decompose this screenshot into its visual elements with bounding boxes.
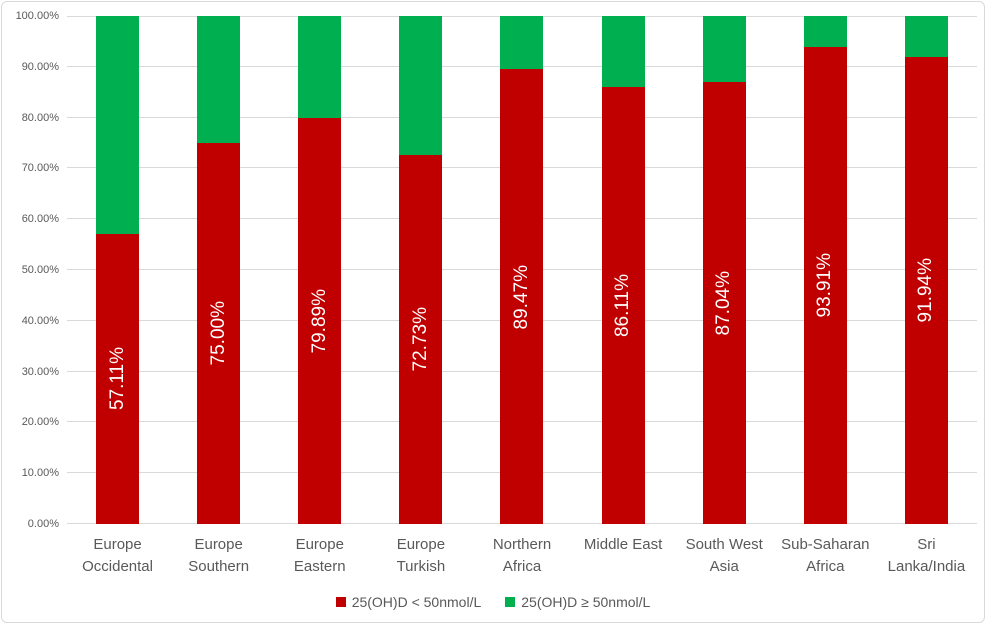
bar-slot: 87.04%: [674, 16, 775, 524]
y-axis-tick-label: 100.00%: [15, 10, 59, 22]
x-axis-category-label: Northern Africa: [492, 536, 552, 575]
y-axis-tick-label: 60.00%: [21, 213, 59, 226]
bar-data-label: 79.89%: [308, 288, 330, 354]
x-axis-category-label: Europe Occidental: [82, 536, 153, 575]
legend-label: 25(OH)D ≥ 50nmol/L: [521, 594, 651, 610]
stacked-bar-8: 91.94%: [904, 16, 948, 524]
y-axis-tick-label: 0.00%: [27, 518, 59, 530]
stacked-bar-4: 89.47%: [500, 16, 544, 524]
legend-swatch-icon: [335, 597, 346, 607]
y-axis-tick-label: 90.00%: [21, 60, 59, 73]
bar-slot: 72.73%: [370, 16, 471, 524]
legend-swatch-icon: [505, 597, 516, 607]
segment-above-50nmol: [197, 16, 241, 143]
stacked-bar-6: 87.04%: [702, 16, 746, 524]
y-axis-tick-label: 20.00%: [21, 416, 59, 429]
legend-label: 25(OH)D < 50nmol/L: [351, 594, 482, 610]
segment-below-50nmol: 86.11%: [601, 86, 645, 524]
y-axis-tick-label: 80.00%: [21, 111, 59, 124]
x-axis-category-label: Europe Eastern: [293, 536, 346, 575]
bar-data-label: 75.00%: [207, 301, 229, 366]
segment-below-50nmol: 89.47%: [500, 69, 544, 524]
bar-data-label: 87.04%: [713, 270, 735, 336]
bar-slot: 91.94%: [876, 16, 977, 524]
segment-above-50nmol: [399, 16, 443, 155]
x-axis-category-label: Sri Lanka/India: [887, 536, 966, 575]
y-axis-tick-label: 30.00%: [21, 365, 59, 378]
bar-slot: 93.91%: [775, 16, 876, 524]
y-axis-tick-label: 50.00%: [21, 264, 59, 276]
bar-slot: 57.11%: [67, 16, 168, 524]
bar-data-label: 86.11%: [612, 273, 634, 337]
bar-slot: 79.89%: [269, 16, 370, 524]
y-axis-tick-label: 70.00%: [21, 162, 59, 175]
segment-below-50nmol: 75.00%: [197, 143, 241, 524]
segment-below-50nmol: 57.11%: [96, 233, 140, 524]
y-axis-tick-label: 10.00%: [21, 467, 59, 480]
y-axis: 0.00% 10.00% 20.00% 30.00% 40.00% 50.00% 60.00…: [2, 10, 59, 530]
segment-above-50nmol: [803, 16, 847, 47]
stacked-bar-3: 72.73%: [399, 16, 443, 524]
y-axis-tick-label: 40.00%: [21, 314, 59, 327]
segment-above-50nmol: [96, 16, 140, 234]
bar-data-label: 57.11%: [106, 347, 128, 411]
stacked-bar-1: 75.00%: [197, 16, 241, 524]
segment-above-50nmol: [298, 16, 342, 119]
segment-below-50nmol: 79.89%: [298, 118, 342, 524]
stacked-bar-0: 57.11%: [96, 16, 140, 524]
x-axis-category-label: Sub-Saharan Africa: [781, 536, 870, 575]
bar-data-label: 93.91%: [814, 253, 836, 318]
legend-item: 25(OH)D < 50nmol/L: [335, 594, 482, 610]
bar-slot: 89.47%: [471, 16, 572, 524]
segment-above-50nmol: [601, 16, 645, 87]
x-axis: Europe Occidental Europe Southern Europe E…: [67, 534, 977, 578]
plot-area: 57.11% 75.00% 79.89% 72.73% 89.47% 86.11% 87.0…: [67, 16, 977, 524]
x-axis-category-label: South West Asia: [685, 536, 763, 575]
segment-below-50nmol: 91.94%: [904, 56, 948, 524]
x-axis-category-label: Europe Turkish: [396, 536, 446, 575]
bar-slot: 86.11%: [573, 16, 674, 524]
bar-data-label: 91.94%: [915, 258, 937, 323]
x-axis-category-label: Europe Southern: [188, 536, 250, 575]
bar-slot: 75.00%: [168, 16, 269, 524]
segment-below-50nmol: 72.73%: [399, 154, 443, 524]
segment-above-50nmol: [904, 16, 948, 57]
segment-below-50nmol: 87.04%: [702, 81, 746, 524]
stacked-bar-2: 79.89%: [298, 16, 342, 524]
segment-below-50nmol: 93.91%: [803, 46, 847, 524]
segment-above-50nmol: [702, 16, 746, 82]
x-axis-category-label: Middle East: [583, 536, 663, 553]
stacked-bar-5: 86.11%: [601, 16, 645, 524]
legend-item: 25(OH)D ≥ 50nmol/L: [505, 594, 650, 610]
bar-data-label: 72.73%: [409, 307, 431, 372]
segment-above-50nmol: [500, 16, 544, 70]
bar-data-label: 89.47%: [510, 264, 532, 329]
legend: 25(OH)D < 50nmol/L 25(OH)D ≥ 50nmol/L: [2, 594, 984, 610]
stacked-bar-7: 93.91%: [803, 16, 847, 524]
